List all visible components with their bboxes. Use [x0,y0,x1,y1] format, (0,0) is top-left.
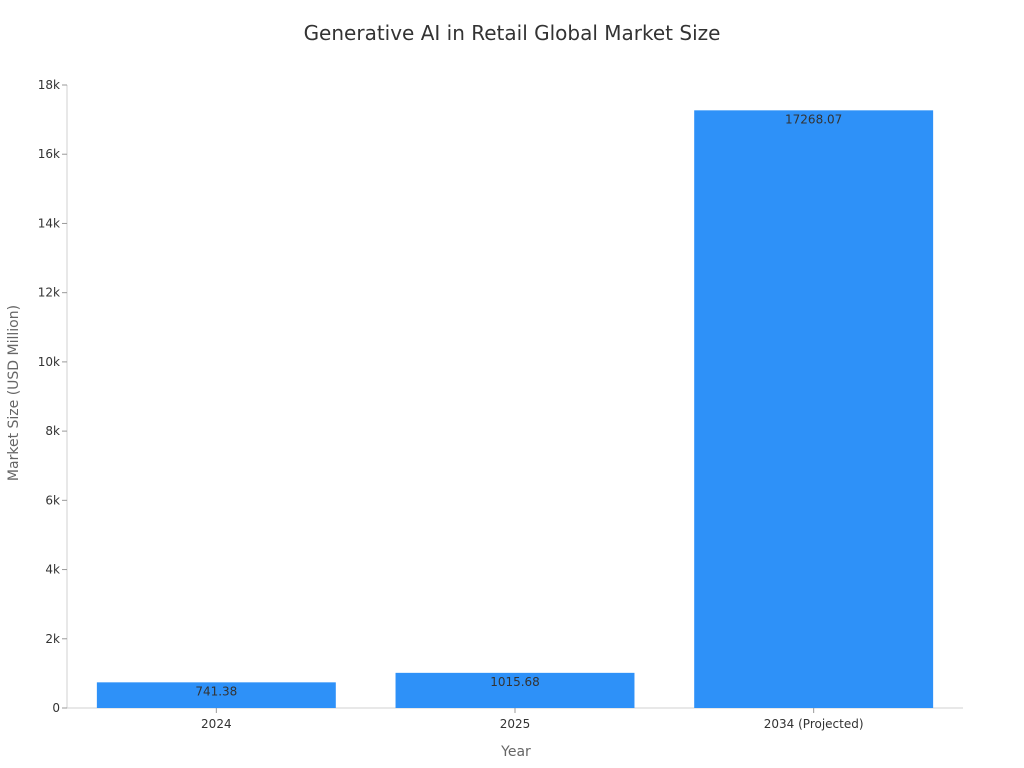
y-axis-title: Market Size (USD Million) [6,305,22,481]
y-tick-label: 6k [45,493,60,507]
x-tick-label: 2024 [201,717,232,731]
bar [96,682,336,708]
bar-value-label: 741.38 [195,684,237,698]
chart-title: Generative AI in Retail Global Market Si… [304,21,721,45]
y-tick-label: 14k [38,216,60,230]
bar-value-label: 1015.68 [490,675,540,689]
y-tick-label: 12k [38,286,60,300]
bar [395,672,635,708]
y-tick-label: 10k [38,355,60,369]
y-tick-label: 16k [38,147,60,161]
x-tick-label: 2034 (Projected) [764,717,864,731]
data-labels: 741.38 1015.68 17268.07 [195,112,842,698]
y-tick-label: 18k [38,78,60,92]
y-tick-label: 0 [52,701,60,715]
x-tick-label: 2025 [500,717,531,731]
y-tick-label: 2k [45,632,60,646]
bar-value-label: 17268.07 [785,112,842,126]
x-axis: 2024 2025 2034 (Projected) [67,707,963,731]
bar [694,110,934,709]
y-axis: 0 2k 4k 6k 8k 10k 12k 14k 16k 18k [38,78,68,715]
bars [96,110,934,709]
y-tick-label: 8k [45,424,60,438]
y-tick-label: 4k [45,563,60,577]
x-axis-title: Year [500,744,531,760]
